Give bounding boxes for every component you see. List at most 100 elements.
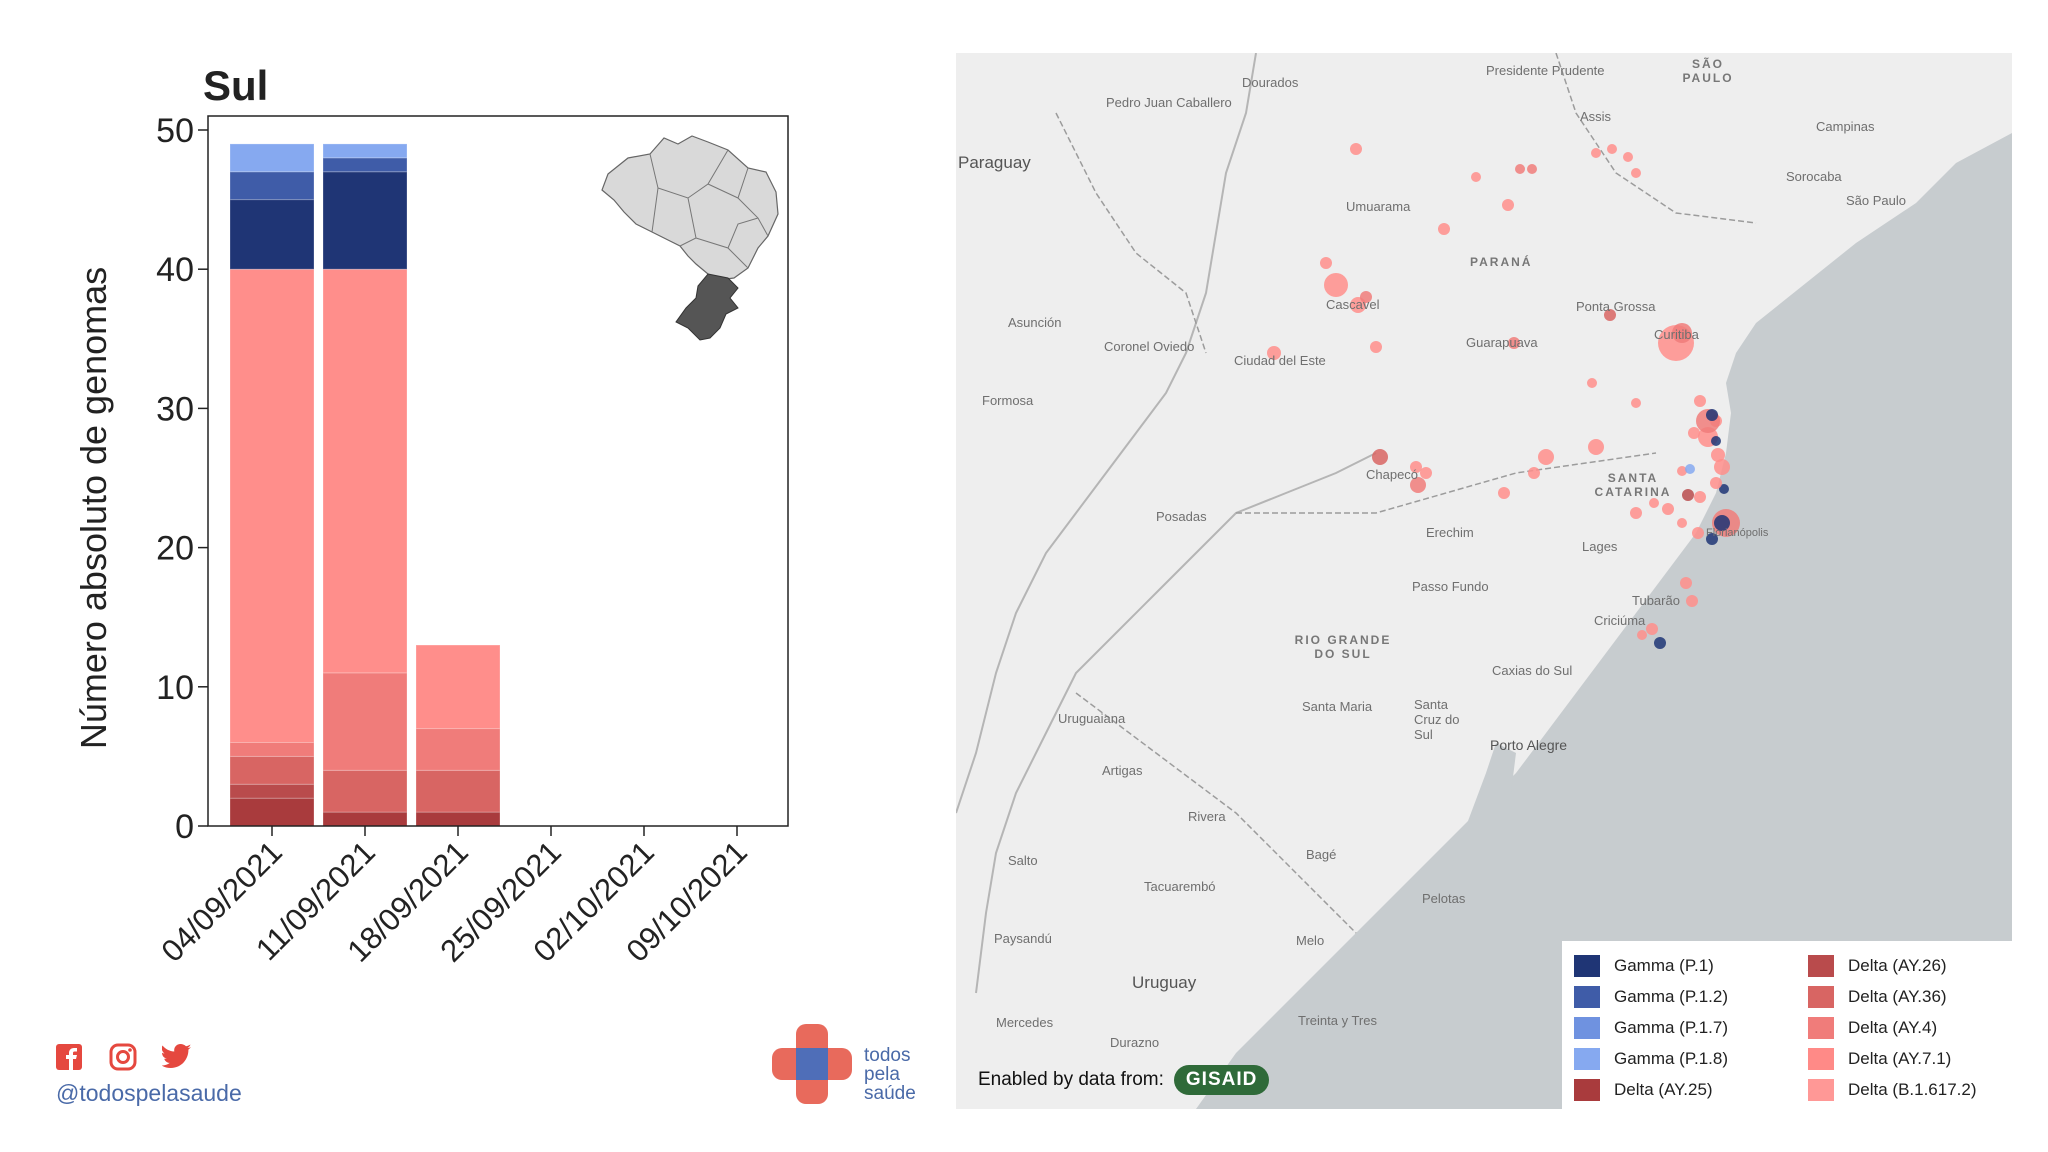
sample-marker[interactable] — [1267, 346, 1281, 360]
sample-marker[interactable] — [1370, 341, 1382, 353]
sample-marker[interactable] — [1508, 337, 1520, 349]
label-paraguay: Paraguay — [958, 153, 1031, 172]
city-pedro-juan: Pedro Juan Caballero — [1106, 95, 1232, 110]
legend-label: Gamma (P.1.2) — [1614, 987, 1729, 1006]
city-umuarama: Umuarama — [1346, 199, 1411, 214]
sample-marker[interactable] — [1706, 533, 1718, 545]
city-asuncion: Asunción — [1008, 315, 1062, 330]
city-criciuma: Criciúma — [1594, 613, 1646, 628]
sample-marker[interactable] — [1502, 199, 1514, 211]
sample-marker[interactable] — [1686, 595, 1698, 607]
sample-marker[interactable] — [1320, 257, 1332, 269]
sample-marker[interactable] — [1528, 467, 1540, 479]
city-ciudad-del-este: Ciudad del Este — [1234, 353, 1326, 368]
sample-marker[interactable] — [1410, 477, 1426, 493]
social-handle[interactable]: @todospelasaude — [56, 1080, 242, 1106]
ocean-area — [1196, 133, 2012, 1109]
bar-segment — [322, 171, 408, 270]
facebook-icon[interactable] — [54, 1042, 84, 1072]
legend-item: Delta (B.1.617.2) — [1808, 1077, 1977, 1103]
instagram-icon[interactable] — [108, 1042, 138, 1072]
sample-marker[interactable] — [1685, 464, 1695, 474]
sample-marker[interactable] — [1711, 448, 1725, 462]
y-axis: 0 10 20 30 40 50 — [156, 112, 208, 846]
sample-marker[interactable] — [1498, 487, 1510, 499]
map-panel[interactable]: Paraguay Uruguay PARANÁ SANTA CATARINA R… — [956, 53, 2012, 1109]
city-rivera: Rivera — [1188, 809, 1226, 824]
chart-panel: Sul Número absoluto de genomas 0 10 20 30 40… — [0, 0, 900, 1152]
bar-segment — [229, 783, 315, 799]
sample-marker[interactable] — [1631, 398, 1641, 408]
legend-swatch — [1574, 955, 1600, 977]
sample-marker[interactable] — [1714, 515, 1730, 531]
sample-marker[interactable] — [1410, 461, 1422, 473]
bar-segment — [322, 769, 408, 813]
logo-word: saúde — [864, 1083, 916, 1104]
y-tick-label: 30 — [156, 390, 194, 428]
sample-marker[interactable] — [1682, 489, 1694, 501]
map-legend: Gamma (P.1) Gamma (P.1.2) Gamma (P.1.7) … — [1562, 941, 2012, 1109]
logo-word: pela — [864, 1064, 900, 1085]
city-caxias-do-sul: Caxias do Sul — [1492, 663, 1573, 678]
legend-item: Delta (AY.7.1) — [1808, 1046, 1951, 1072]
sample-marker[interactable] — [1672, 323, 1692, 343]
sample-marker[interactable] — [1677, 518, 1687, 528]
sample-marker[interactable] — [1710, 477, 1722, 489]
city-lages: Lages — [1582, 539, 1618, 554]
sample-marker[interactable] — [1587, 378, 1597, 388]
sample-marker[interactable] — [1527, 164, 1537, 174]
sample-marker[interactable] — [1604, 309, 1616, 321]
sample-marker[interactable] — [1637, 630, 1647, 640]
sample-marker[interactable] — [1324, 273, 1348, 297]
sample-marker[interactable] — [1680, 577, 1692, 589]
sample-marker[interactable] — [1623, 152, 1633, 162]
city-florianopolis: Florianópolis — [1706, 527, 1769, 539]
sample-marker[interactable] — [1471, 172, 1481, 182]
sample-marker[interactable] — [1714, 459, 1730, 475]
x-axis: 04/09/202111/09/202118/09/202125/09/2021… — [154, 826, 754, 969]
legend-label: Gamma (P.1) — [1614, 956, 1714, 975]
sample-marker[interactable] — [1654, 637, 1666, 649]
sample-marker[interactable] — [1694, 395, 1706, 407]
sample-marker[interactable] — [1706, 409, 1718, 421]
legend-swatch — [1574, 986, 1600, 1008]
sample-marker[interactable] — [1630, 507, 1642, 519]
attribution-text: Enabled by data from: — [978, 1069, 1164, 1090]
sample-marker[interactable] — [1677, 466, 1687, 476]
plot-frame — [207, 115, 789, 827]
bar-segment — [415, 811, 501, 827]
sample-marker[interactable] — [1607, 144, 1617, 154]
city-bage: Bagé — [1306, 847, 1337, 862]
sample-marker[interactable] — [1438, 223, 1450, 235]
sample-marker[interactable] — [1688, 427, 1700, 439]
bar-segment — [229, 171, 315, 201]
legend-label: Delta (AY.36) — [1848, 987, 1947, 1006]
sample-marker[interactable] — [1591, 148, 1601, 158]
city-tubarao: Tubarão — [1632, 593, 1680, 608]
sample-marker[interactable] — [1649, 498, 1659, 508]
label-uruguay: Uruguay — [1132, 973, 1197, 992]
gisaid-logo[interactable]: GISAID — [1173, 1065, 1270, 1095]
city-erechim: Erechim — [1426, 525, 1474, 540]
sample-marker[interactable] — [1360, 291, 1372, 303]
twitter-icon[interactable] — [162, 1042, 192, 1072]
sample-marker[interactable] — [1420, 467, 1432, 479]
sample-marker[interactable] — [1719, 484, 1729, 494]
sample-marker[interactable] — [1372, 449, 1388, 465]
sample-marker[interactable] — [1692, 527, 1704, 539]
legend-item: Gamma (P.1.2) — [1574, 984, 1728, 1010]
city-ponta-grossa: Ponta Grossa — [1576, 299, 1656, 314]
sample-marker[interactable] — [1694, 491, 1706, 503]
sample-marker[interactable] — [1515, 164, 1525, 174]
sample-marker[interactable] — [1538, 449, 1554, 465]
legend-label: Delta (AY.25) — [1614, 1080, 1713, 1099]
legend-swatch — [1808, 1017, 1834, 1039]
sample-marker[interactable] — [1350, 143, 1362, 155]
city-chapeco: Chapecó — [1366, 467, 1419, 482]
sample-marker[interactable] — [1631, 168, 1641, 178]
city-mercedes: Mercedes — [996, 1015, 1054, 1030]
sample-marker[interactable] — [1646, 623, 1658, 635]
sample-marker[interactable] — [1588, 439, 1604, 455]
sample-marker[interactable] — [1711, 436, 1721, 446]
sample-marker[interactable] — [1662, 503, 1674, 515]
